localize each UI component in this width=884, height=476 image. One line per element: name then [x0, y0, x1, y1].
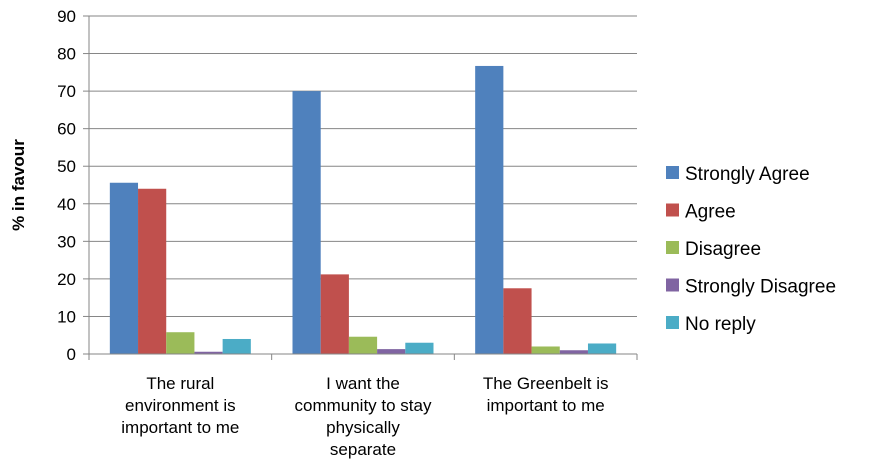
x-category-label: important to me: [121, 418, 239, 437]
x-category-label: physically: [326, 418, 400, 437]
y-tick-label: 60: [57, 120, 76, 139]
y-tick-label: 80: [57, 45, 76, 64]
x-category-label: I want the: [326, 374, 400, 393]
axes: [88, 16, 638, 360]
y-axis-label: % in favour: [9, 139, 28, 231]
bar: [109, 182, 139, 354]
y-tick-label: 0: [67, 345, 76, 364]
x-category-label: The Greenbelt is: [483, 374, 609, 393]
y-tick-label: 90: [57, 7, 76, 26]
bar: [587, 343, 617, 354]
bar: [194, 351, 223, 354]
legend-swatch: [666, 203, 679, 217]
bar: [531, 346, 560, 354]
x-category-label: community to stay: [295, 396, 432, 415]
x-category-label: important to me: [487, 396, 605, 415]
y-tick-label: 40: [57, 195, 76, 214]
y-tick-label: 50: [57, 157, 76, 176]
x-category-label: environment is: [125, 396, 236, 415]
bar: [405, 342, 434, 354]
bar: [138, 188, 167, 354]
legend-label: Disagree: [685, 239, 761, 260]
legend-swatch: [666, 316, 679, 329]
y-tick-label: 30: [57, 232, 76, 251]
bar: [348, 336, 378, 354]
bar: [503, 288, 532, 354]
y-tick-label: 70: [57, 82, 76, 101]
y-tick-label: 20: [57, 270, 76, 289]
legend-swatch: [666, 241, 679, 254]
bar: [377, 349, 406, 354]
bar: [222, 338, 251, 354]
legend-label: Agree: [685, 202, 736, 223]
y-tick-labels: 0 10 20 30 40 50 60 70 80 90: [57, 7, 76, 364]
bars: [109, 65, 617, 355]
bar: [320, 274, 349, 354]
legend-label: Strongly Agree: [685, 164, 810, 185]
y-tick-label: 10: [57, 307, 76, 326]
bar: [475, 65, 504, 355]
legend-swatch: [666, 278, 679, 292]
bar: [559, 350, 588, 354]
grid-lines: [83, 15, 637, 355]
legend-label: No reply: [685, 314, 756, 335]
legend-label: Strongly Disagree: [685, 277, 836, 298]
x-category-labels: The rural environment is important to me I …: [121, 374, 608, 459]
legend: Strongly Agree Agree Disagree Strongly Disa…: [666, 164, 836, 335]
legend-swatch: [666, 166, 679, 179]
x-category-label: separate: [330, 440, 396, 459]
bar: [166, 332, 195, 354]
bar: [292, 91, 321, 354]
x-category-label: The rural: [146, 374, 214, 393]
